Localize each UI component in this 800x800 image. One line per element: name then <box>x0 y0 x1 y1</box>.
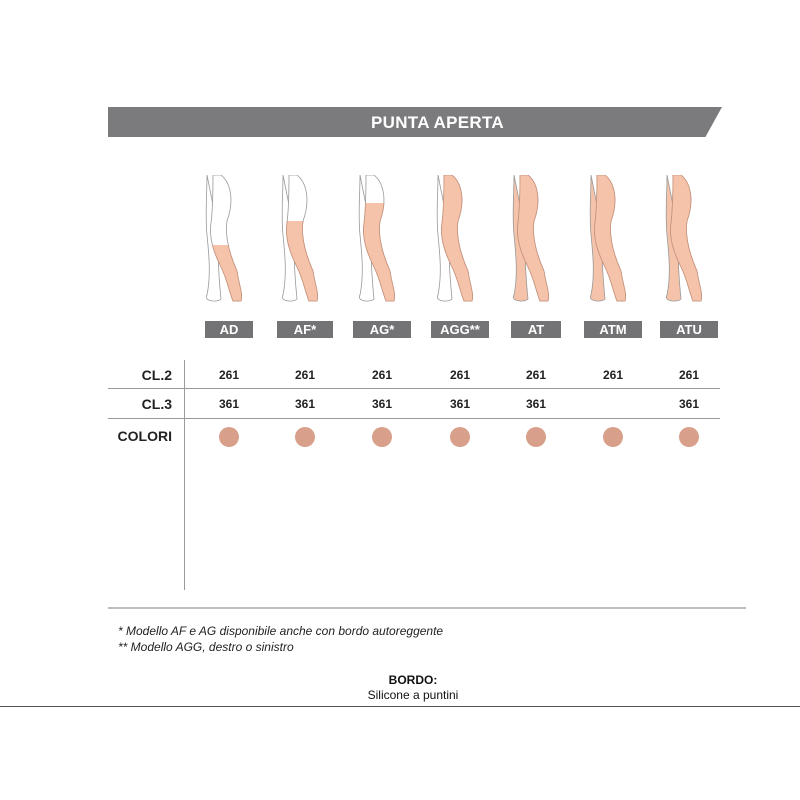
color-swatch <box>450 427 470 447</box>
model-label: AF* <box>277 321 333 338</box>
vertical-divider <box>184 360 185 590</box>
cl3-value: 361 <box>449 397 471 411</box>
color-swatch <box>295 427 315 447</box>
bordo-label: BORDO: <box>388 673 438 687</box>
title: PUNTA APERTA <box>371 113 504 132</box>
leg-illustration-at <box>506 174 566 305</box>
leg-illustration-agg <box>430 174 490 305</box>
leg-illustration-ad <box>199 174 259 305</box>
row-label-cl3: CL.3 <box>141 396 172 412</box>
cl2-value: 261 <box>602 368 624 382</box>
divider <box>108 607 746 609</box>
title-banner: PUNTA APERTA <box>108 107 722 137</box>
cl2-value: 261 <box>678 368 700 382</box>
cl2-value: 261 <box>218 368 240 382</box>
color-swatch <box>219 427 239 447</box>
model-label: AD <box>205 321 253 338</box>
model-label: AG* <box>353 321 411 338</box>
leg-illustration-atm <box>583 174 643 305</box>
color-swatch <box>679 427 699 447</box>
cl3-value: 361 <box>294 397 316 411</box>
cl3-value: 361 <box>218 397 240 411</box>
divider <box>108 388 720 389</box>
divider <box>108 418 720 419</box>
leg-illustration-af <box>275 174 335 305</box>
cl2-value: 261 <box>371 368 393 382</box>
footnote-1: * Modello AF e AG disponibile anche con … <box>118 624 444 638</box>
cl3-value: 361 <box>371 397 393 411</box>
leg-illustration-atu <box>659 174 719 305</box>
bottom-rule <box>0 706 800 707</box>
cl3-value: 361 <box>525 397 547 411</box>
bordo-value: Silicone a puntini <box>367 688 459 702</box>
model-label: AGG** <box>431 321 489 338</box>
cl2-value: 261 <box>449 368 471 382</box>
footnote-2: ** Modello AGG, destro o sinistro <box>118 640 294 654</box>
model-label: ATM <box>584 321 642 338</box>
leg-illustration-ag <box>352 174 412 305</box>
model-label: ATU <box>660 321 718 338</box>
row-label-colori: COLORI <box>117 428 172 444</box>
cl2-value: 261 <box>294 368 316 382</box>
cl3-value: 361 <box>678 397 700 411</box>
row-label-cl2: CL.2 <box>141 367 172 383</box>
color-swatch <box>372 427 392 447</box>
cl2-value: 261 <box>525 368 547 382</box>
color-swatch <box>603 427 623 447</box>
model-label: AT <box>511 321 561 338</box>
color-swatch <box>526 427 546 447</box>
